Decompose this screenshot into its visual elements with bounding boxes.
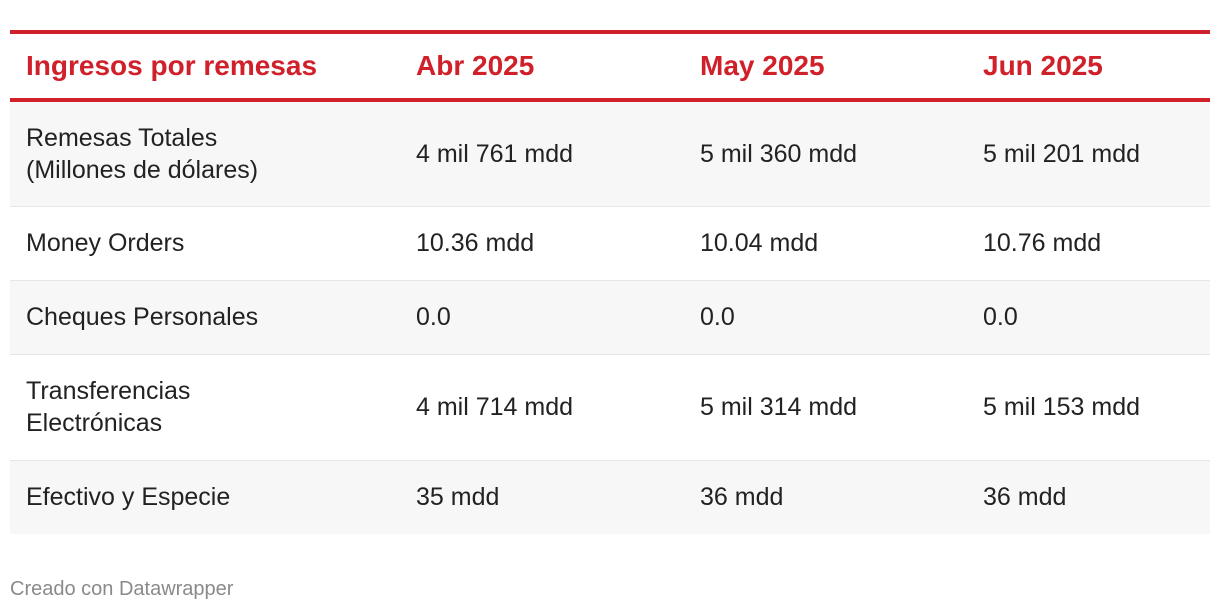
remittance-table-container: Ingresos por remesas Abr 2025 May 2025 J… (10, 30, 1210, 534)
table-row: Transferencias Electrónicas 4 mil 714 mdd… (10, 354, 1210, 460)
column-header: May 2025 (700, 50, 825, 81)
row-label-cell: Remesas Totales (Millones de dólares) (26, 123, 259, 184)
value-cell: 5 mil 153 mdd (983, 393, 1141, 421)
value-cell: 5 mil 314 mdd (700, 393, 858, 421)
row-label-cell: Cheques Personales (26, 303, 259, 331)
value-cell: 10.36 mdd (416, 229, 535, 257)
value-cell: 4 mil 714 mdd (416, 393, 574, 421)
datawrapper-credit: Creado con Datawrapper (10, 578, 234, 600)
remittance-table: Ingresos por remesas Abr 2025 May 2025 J… (10, 30, 1210, 534)
value-cell: 36 mdd (700, 483, 784, 512)
value-cell: 5 mil 360 mdd (700, 139, 858, 168)
table-body: Remesas Totales (Millones de dólares) 4 m… (10, 100, 1210, 534)
value-cell: 10.04 mdd (700, 229, 819, 257)
value-cell: 0.0 (700, 303, 735, 331)
column-header: Jun 2025 (983, 50, 1103, 81)
value-cell: 10.76 mdd (983, 229, 1102, 257)
value-cell: 35 mdd (416, 483, 500, 512)
table-row: Remesas Totales (Millones de dólares) 4 m… (10, 100, 1210, 206)
row-label-cell: Efectivo y Especie (26, 483, 231, 512)
value-cell: 36 mdd (983, 483, 1067, 512)
table-row: Cheques Personales 0.0 0.0 0.0 (10, 280, 1210, 354)
value-cell: 4 mil 761 mdd (416, 139, 574, 168)
table-row: Efectivo y Especie 35 mdd 36 mdd 36 mdd (10, 460, 1210, 534)
value-cell: 0.0 (416, 303, 451, 331)
column-header: Abr 2025 (416, 50, 535, 81)
row-label-cell: Money Orders (26, 229, 185, 257)
header-row: Ingresos por remesas Abr 2025 May 2025 J… (10, 32, 1210, 100)
row-label-cell: Transferencias Electrónicas (26, 377, 191, 437)
table-row: Money Orders 10.36 mdd 10.04 mdd 10.76 m… (10, 206, 1210, 280)
table-header: Ingresos por remesas Abr 2025 May 2025 J… (10, 32, 1210, 100)
column-header: Ingresos por remesas (26, 50, 318, 81)
value-cell: 5 mil 201 mdd (983, 139, 1141, 168)
value-cell: 0.0 (983, 303, 1018, 331)
